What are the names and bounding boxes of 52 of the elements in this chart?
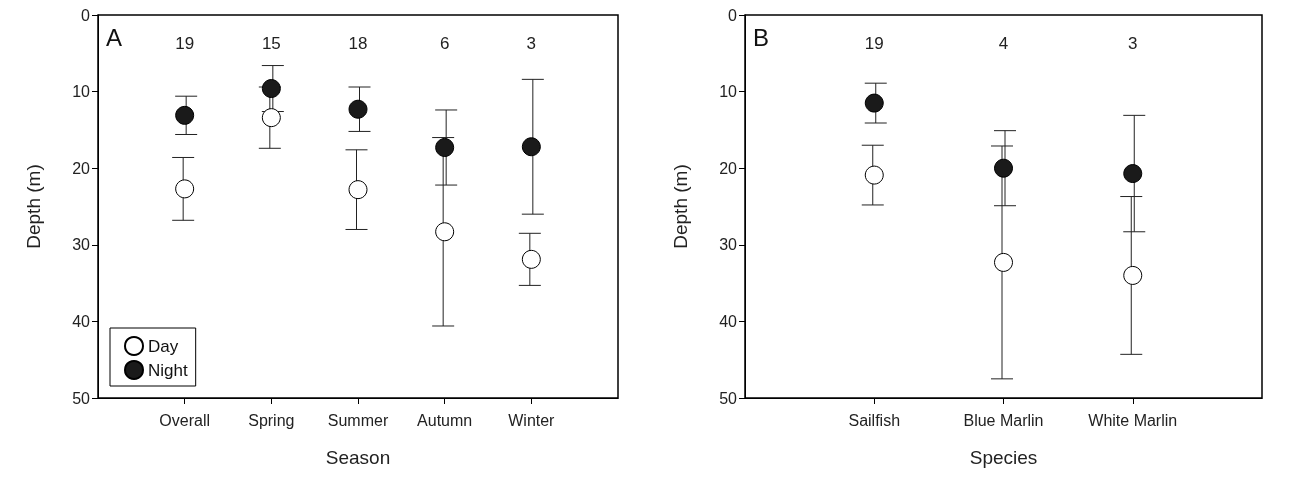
x-tick-label: Overall xyxy=(159,411,211,429)
x-tick-label: White Marlin xyxy=(1088,411,1178,429)
y-tick-label: 10 xyxy=(72,83,91,101)
y-tick-label: 50 xyxy=(719,389,738,407)
point xyxy=(994,252,1013,272)
annotation: 4 xyxy=(998,33,1009,53)
point xyxy=(348,99,368,119)
point xyxy=(864,165,884,185)
point xyxy=(1123,265,1143,285)
point xyxy=(521,249,541,269)
annotation: 3 xyxy=(526,33,537,53)
x-tick-label: Autumn xyxy=(417,411,473,429)
point xyxy=(261,79,281,99)
annotation: 19 xyxy=(864,33,884,53)
y-tick-label: 40 xyxy=(719,312,738,330)
y-tick-label: 0 xyxy=(728,6,738,24)
y-tick-label: 10 xyxy=(719,83,738,101)
x-tick-label: Spring xyxy=(248,411,295,429)
point xyxy=(521,137,541,157)
legend-label: Day xyxy=(148,336,179,356)
annotation: 19 xyxy=(175,33,195,53)
annotation: A xyxy=(106,23,123,51)
point xyxy=(261,108,281,128)
x-axis-title: Species xyxy=(969,447,1038,468)
y-axis-title: Depth (m) xyxy=(23,164,44,249)
point xyxy=(175,179,195,199)
point xyxy=(435,222,455,242)
y-tick-label: 50 xyxy=(72,389,91,407)
annotation: 6 xyxy=(439,33,450,53)
point xyxy=(994,158,1013,178)
annotation: 3 xyxy=(1128,33,1138,53)
point xyxy=(175,105,195,125)
legend-label: Night xyxy=(148,360,188,380)
y-tick-label: 20 xyxy=(72,159,91,177)
point xyxy=(348,180,368,200)
x-tick-label: Blue Marlin xyxy=(963,411,1044,429)
x-tick-label: Sailfish xyxy=(848,411,901,429)
point xyxy=(435,138,455,158)
y-tick-label: 20 xyxy=(719,159,738,177)
y-tick-label: 0 xyxy=(81,6,91,24)
x-tick-label: Winter xyxy=(508,411,556,429)
point xyxy=(864,93,884,113)
y-tick-label: 30 xyxy=(72,236,91,254)
annotation: B xyxy=(753,23,770,51)
x-tick-label: Summer xyxy=(327,411,389,429)
point xyxy=(1123,164,1143,184)
y-tick-label: 30 xyxy=(719,236,738,254)
x-axis-title: Season xyxy=(325,447,391,468)
annotation: 15 xyxy=(261,33,281,53)
y-axis-title: Depth (m) xyxy=(670,164,691,249)
annotation: 18 xyxy=(348,33,368,53)
y-tick-label: 40 xyxy=(72,312,91,330)
